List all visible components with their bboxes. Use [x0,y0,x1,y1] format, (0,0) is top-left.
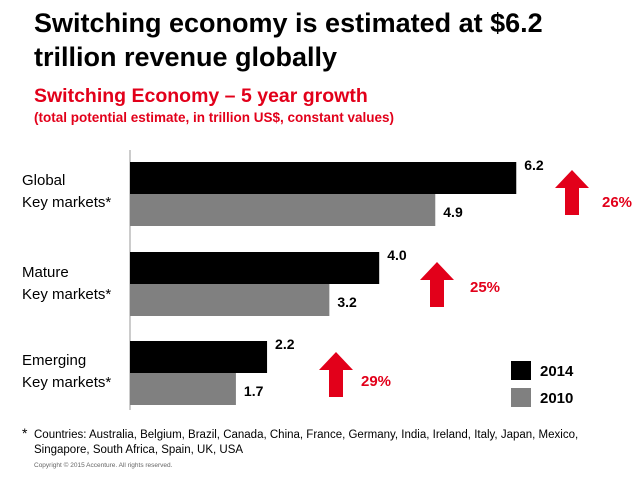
category-label-line: Key markets* [22,194,112,211]
category-label-mature: Mature Key markets* [22,262,132,306]
legend-swatch-2014 [511,361,531,380]
growth-arrow-icon [319,352,353,397]
bar-2010-1 [130,284,330,316]
growth-label-2: 29% [361,373,391,390]
data-label-2014-2: 2.2 [275,336,295,352]
data-label-2014-1: 4.0 [387,247,407,263]
data-label-2010-1: 3.2 [337,294,357,310]
copyright: Copyright © 2015 Accenture. All rights r… [34,462,173,469]
growth-arrow-icon [555,170,589,215]
category-label-line: Key markets* [22,286,112,303]
category-label-line: Emerging [22,352,87,369]
page-title: Switching economy is estimated at $6.2 t… [34,8,543,72]
category-label-line: Key markets* [22,374,112,391]
legend-label-2010: 2010 [540,390,573,407]
growth-label-1: 25% [470,279,500,296]
bar-2010-2 [130,373,236,405]
chart-units-note: (total potential estimate, in trillion U… [34,110,395,125]
bar-chart: 6.2 4.9 26% 4.0 3.2 25% 2.2 1.7 29% 2014 2010 [129,150,632,410]
category-label-global: Global Key markets* [22,170,132,214]
category-label-emerging: Emerging Key markets* [22,350,132,394]
legend-swatch-2010 [511,388,531,407]
legend-label-2014: 2014 [540,363,574,380]
growth-label-0: 26% [602,194,632,211]
bar-2010-0 [130,194,436,226]
footnote: * Countries: Australia, Belgium, Brazil,… [22,425,622,458]
category-label-line: Mature [22,264,69,281]
bar-2014-1 [130,252,380,284]
bar-2014-2 [130,341,268,373]
data-label-2014-0: 6.2 [524,157,544,173]
growth-arrow-icon [420,262,454,307]
chart-subtitle: Switching Economy – 5 year growth [34,85,368,107]
category-label-line: Global [22,172,66,189]
footnote-text: Countries: Australia, Belgium, Brazil, C… [34,429,579,456]
data-label-2010-0: 4.9 [443,204,463,220]
bar-2014-0 [130,162,517,194]
footnote-marker: * [22,425,28,441]
data-label-2010-2: 1.7 [244,383,264,399]
